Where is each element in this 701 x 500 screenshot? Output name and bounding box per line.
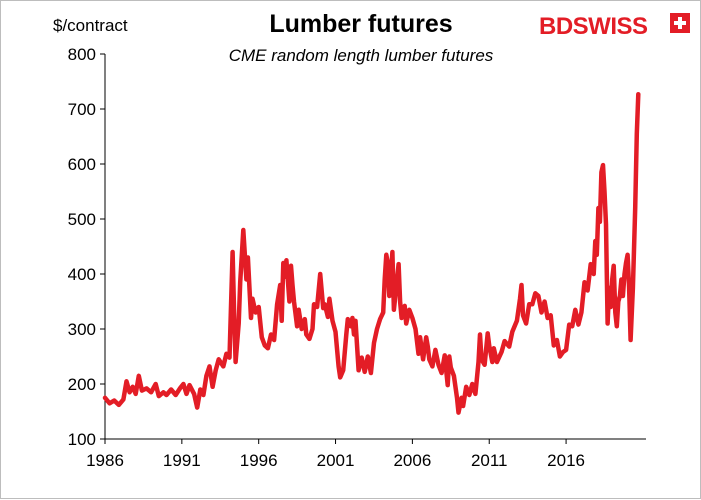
y-tick-label: 500 (68, 210, 96, 229)
x-tick-label: 1986 (86, 451, 124, 470)
x-tick-label: 2001 (317, 451, 355, 470)
y-axis-unit-label: $/contract (53, 16, 128, 35)
lumber-price-line (102, 91, 641, 415)
y-tick-label: 600 (68, 155, 96, 174)
y-tick-label: 300 (68, 320, 96, 339)
chart-subtitle: CME random length lumber futures (229, 46, 494, 65)
plot-area (102, 91, 641, 415)
x-tick-label: 2011 (471, 451, 508, 470)
y-tick-label: 200 (68, 375, 96, 394)
y-tick-label: 700 (68, 100, 96, 119)
bdswiss-logo: BDSWISS (539, 13, 690, 40)
x-tick-label: 2006 (393, 451, 431, 470)
y-axis: 100 200 300 400 500 600 700 800 (68, 45, 106, 449)
y-tick-label: 800 (68, 45, 96, 64)
x-tick-label: 2016 (547, 451, 585, 470)
x-tick-label: 1996 (240, 451, 278, 470)
y-tick-label: 100 (68, 430, 96, 449)
y-tick-label: 400 (68, 265, 96, 284)
x-axis: 1986 1991 1996 2001 2006 2011 2016 (86, 438, 646, 470)
chart-title: Lumber futures (269, 10, 452, 38)
x-tick-label: 1991 (163, 451, 201, 470)
bdswiss-logo-wordmark: BDSWISS (539, 13, 648, 40)
